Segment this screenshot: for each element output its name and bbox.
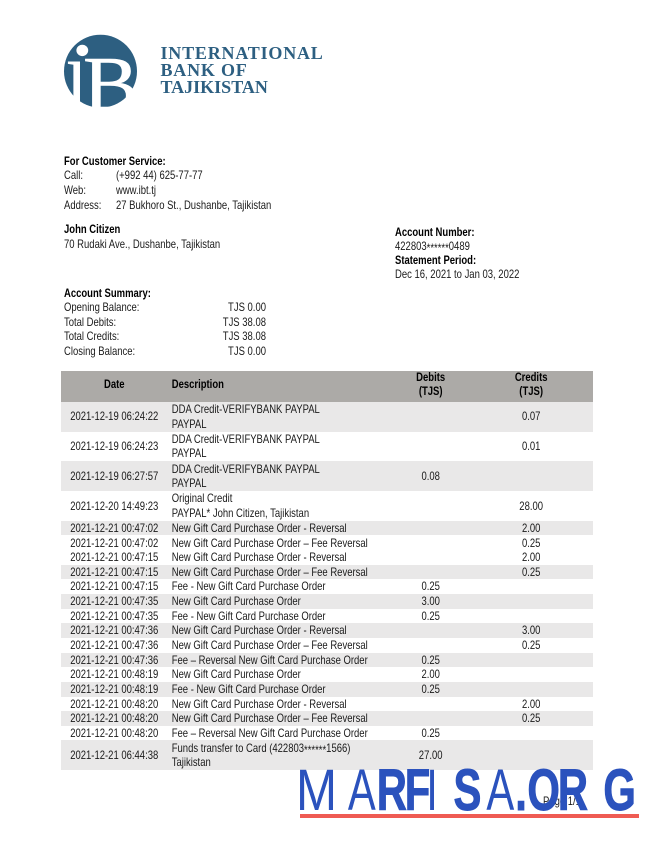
svg-text:B: B xyxy=(83,41,139,118)
svg-text:l: l xyxy=(67,50,86,119)
